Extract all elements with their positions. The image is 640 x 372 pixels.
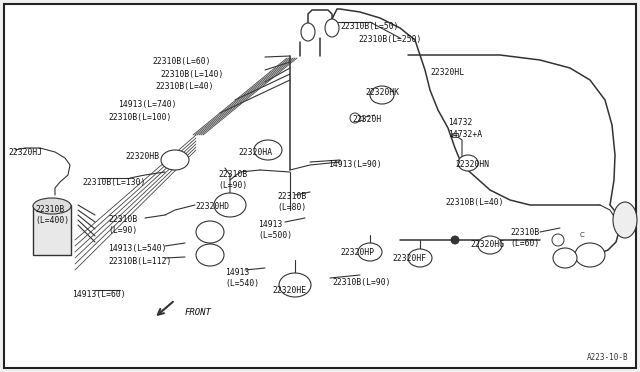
Ellipse shape xyxy=(279,273,311,297)
Text: 22310B: 22310B xyxy=(108,215,137,224)
Ellipse shape xyxy=(358,243,382,261)
Bar xyxy=(33,205,71,255)
Circle shape xyxy=(350,113,360,123)
Bar xyxy=(452,133,458,137)
Text: 22310B(L=60): 22310B(L=60) xyxy=(152,57,211,66)
Text: 22310B: 22310B xyxy=(510,228,540,237)
Text: 14913: 14913 xyxy=(225,268,250,277)
Ellipse shape xyxy=(161,150,189,170)
Text: 14732+A: 14732+A xyxy=(448,130,482,139)
Text: 22320HD: 22320HD xyxy=(195,202,229,211)
Bar xyxy=(357,116,363,120)
Ellipse shape xyxy=(214,193,246,217)
Text: 22320HK: 22320HK xyxy=(365,88,399,97)
Ellipse shape xyxy=(325,19,339,37)
Ellipse shape xyxy=(575,243,605,267)
Circle shape xyxy=(451,236,459,244)
Ellipse shape xyxy=(408,249,432,267)
Text: (L=400): (L=400) xyxy=(35,216,69,225)
Text: (L=540): (L=540) xyxy=(225,279,259,288)
Text: 22320HJ: 22320HJ xyxy=(8,148,42,157)
Text: 14913(L=740): 14913(L=740) xyxy=(118,100,177,109)
Ellipse shape xyxy=(301,23,315,41)
Ellipse shape xyxy=(33,198,71,214)
Text: (L=60): (L=60) xyxy=(510,239,540,248)
Ellipse shape xyxy=(254,140,282,160)
Text: 14913(L=60): 14913(L=60) xyxy=(72,290,125,299)
Ellipse shape xyxy=(458,155,478,171)
Text: C: C xyxy=(580,232,584,238)
Text: 22310B(L=50): 22310B(L=50) xyxy=(340,22,399,31)
Text: (L=500): (L=500) xyxy=(258,231,292,240)
Text: 14732: 14732 xyxy=(448,118,472,127)
Text: 22320HB: 22320HB xyxy=(125,152,159,161)
Text: 14913(L=90): 14913(L=90) xyxy=(328,160,381,169)
Text: 22310B(L=112): 22310B(L=112) xyxy=(108,257,172,266)
Text: 22310B(L=250): 22310B(L=250) xyxy=(358,35,421,44)
Text: A223-10-B: A223-10-B xyxy=(586,353,628,362)
Text: 22320HL: 22320HL xyxy=(430,68,464,77)
Ellipse shape xyxy=(553,248,577,268)
Text: 22320HG: 22320HG xyxy=(470,240,504,249)
Text: 14913: 14913 xyxy=(258,220,282,229)
Circle shape xyxy=(552,234,564,246)
Text: 22310B(L=100): 22310B(L=100) xyxy=(108,113,172,122)
Text: (L=90): (L=90) xyxy=(218,181,247,190)
Text: 22310B(L=140): 22310B(L=140) xyxy=(160,70,223,79)
Text: 22320HP: 22320HP xyxy=(340,248,374,257)
Text: 22310B(L=40): 22310B(L=40) xyxy=(445,198,504,207)
Text: 22320H: 22320H xyxy=(352,115,381,124)
Ellipse shape xyxy=(478,236,502,254)
Text: 22310B: 22310B xyxy=(35,205,64,214)
Text: 22320HE: 22320HE xyxy=(272,286,306,295)
Text: (L=80): (L=80) xyxy=(277,203,307,212)
Text: 22310B(L=90): 22310B(L=90) xyxy=(332,278,390,287)
Text: 22310B: 22310B xyxy=(218,170,247,179)
Text: 22310B: 22310B xyxy=(277,192,307,201)
Ellipse shape xyxy=(196,244,224,266)
Text: 22310B(L=130): 22310B(L=130) xyxy=(82,178,145,187)
Text: (L=90): (L=90) xyxy=(108,226,137,235)
Text: 22320HN: 22320HN xyxy=(455,160,489,169)
Ellipse shape xyxy=(196,221,224,243)
Text: 14913(L=540): 14913(L=540) xyxy=(108,244,166,253)
Text: 22320HF: 22320HF xyxy=(392,254,426,263)
Ellipse shape xyxy=(370,86,394,104)
Text: 22310B(L=40): 22310B(L=40) xyxy=(155,82,214,91)
Text: 22320HA: 22320HA xyxy=(238,148,272,157)
Text: FRONT: FRONT xyxy=(185,308,212,317)
Ellipse shape xyxy=(613,202,637,238)
